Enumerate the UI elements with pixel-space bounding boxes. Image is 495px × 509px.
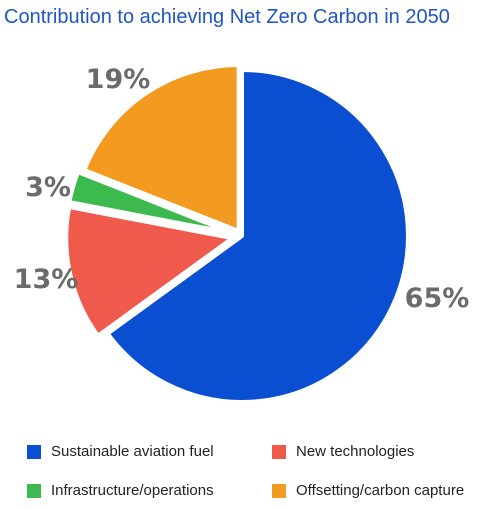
slice-saf (105, 68, 410, 404)
chart-title: Contribution to achieving Net Zero Carbo… (4, 6, 450, 28)
label-new-tech-pct: 13% (14, 264, 79, 295)
slice-infra (67, 170, 235, 236)
slice-offset (82, 63, 241, 234)
label-offset-pct: 19% (86, 64, 151, 95)
label-saf-pct: 65% (405, 283, 470, 314)
label-infra-pct: 3% (25, 172, 71, 203)
slice-new-tech (64, 205, 235, 338)
